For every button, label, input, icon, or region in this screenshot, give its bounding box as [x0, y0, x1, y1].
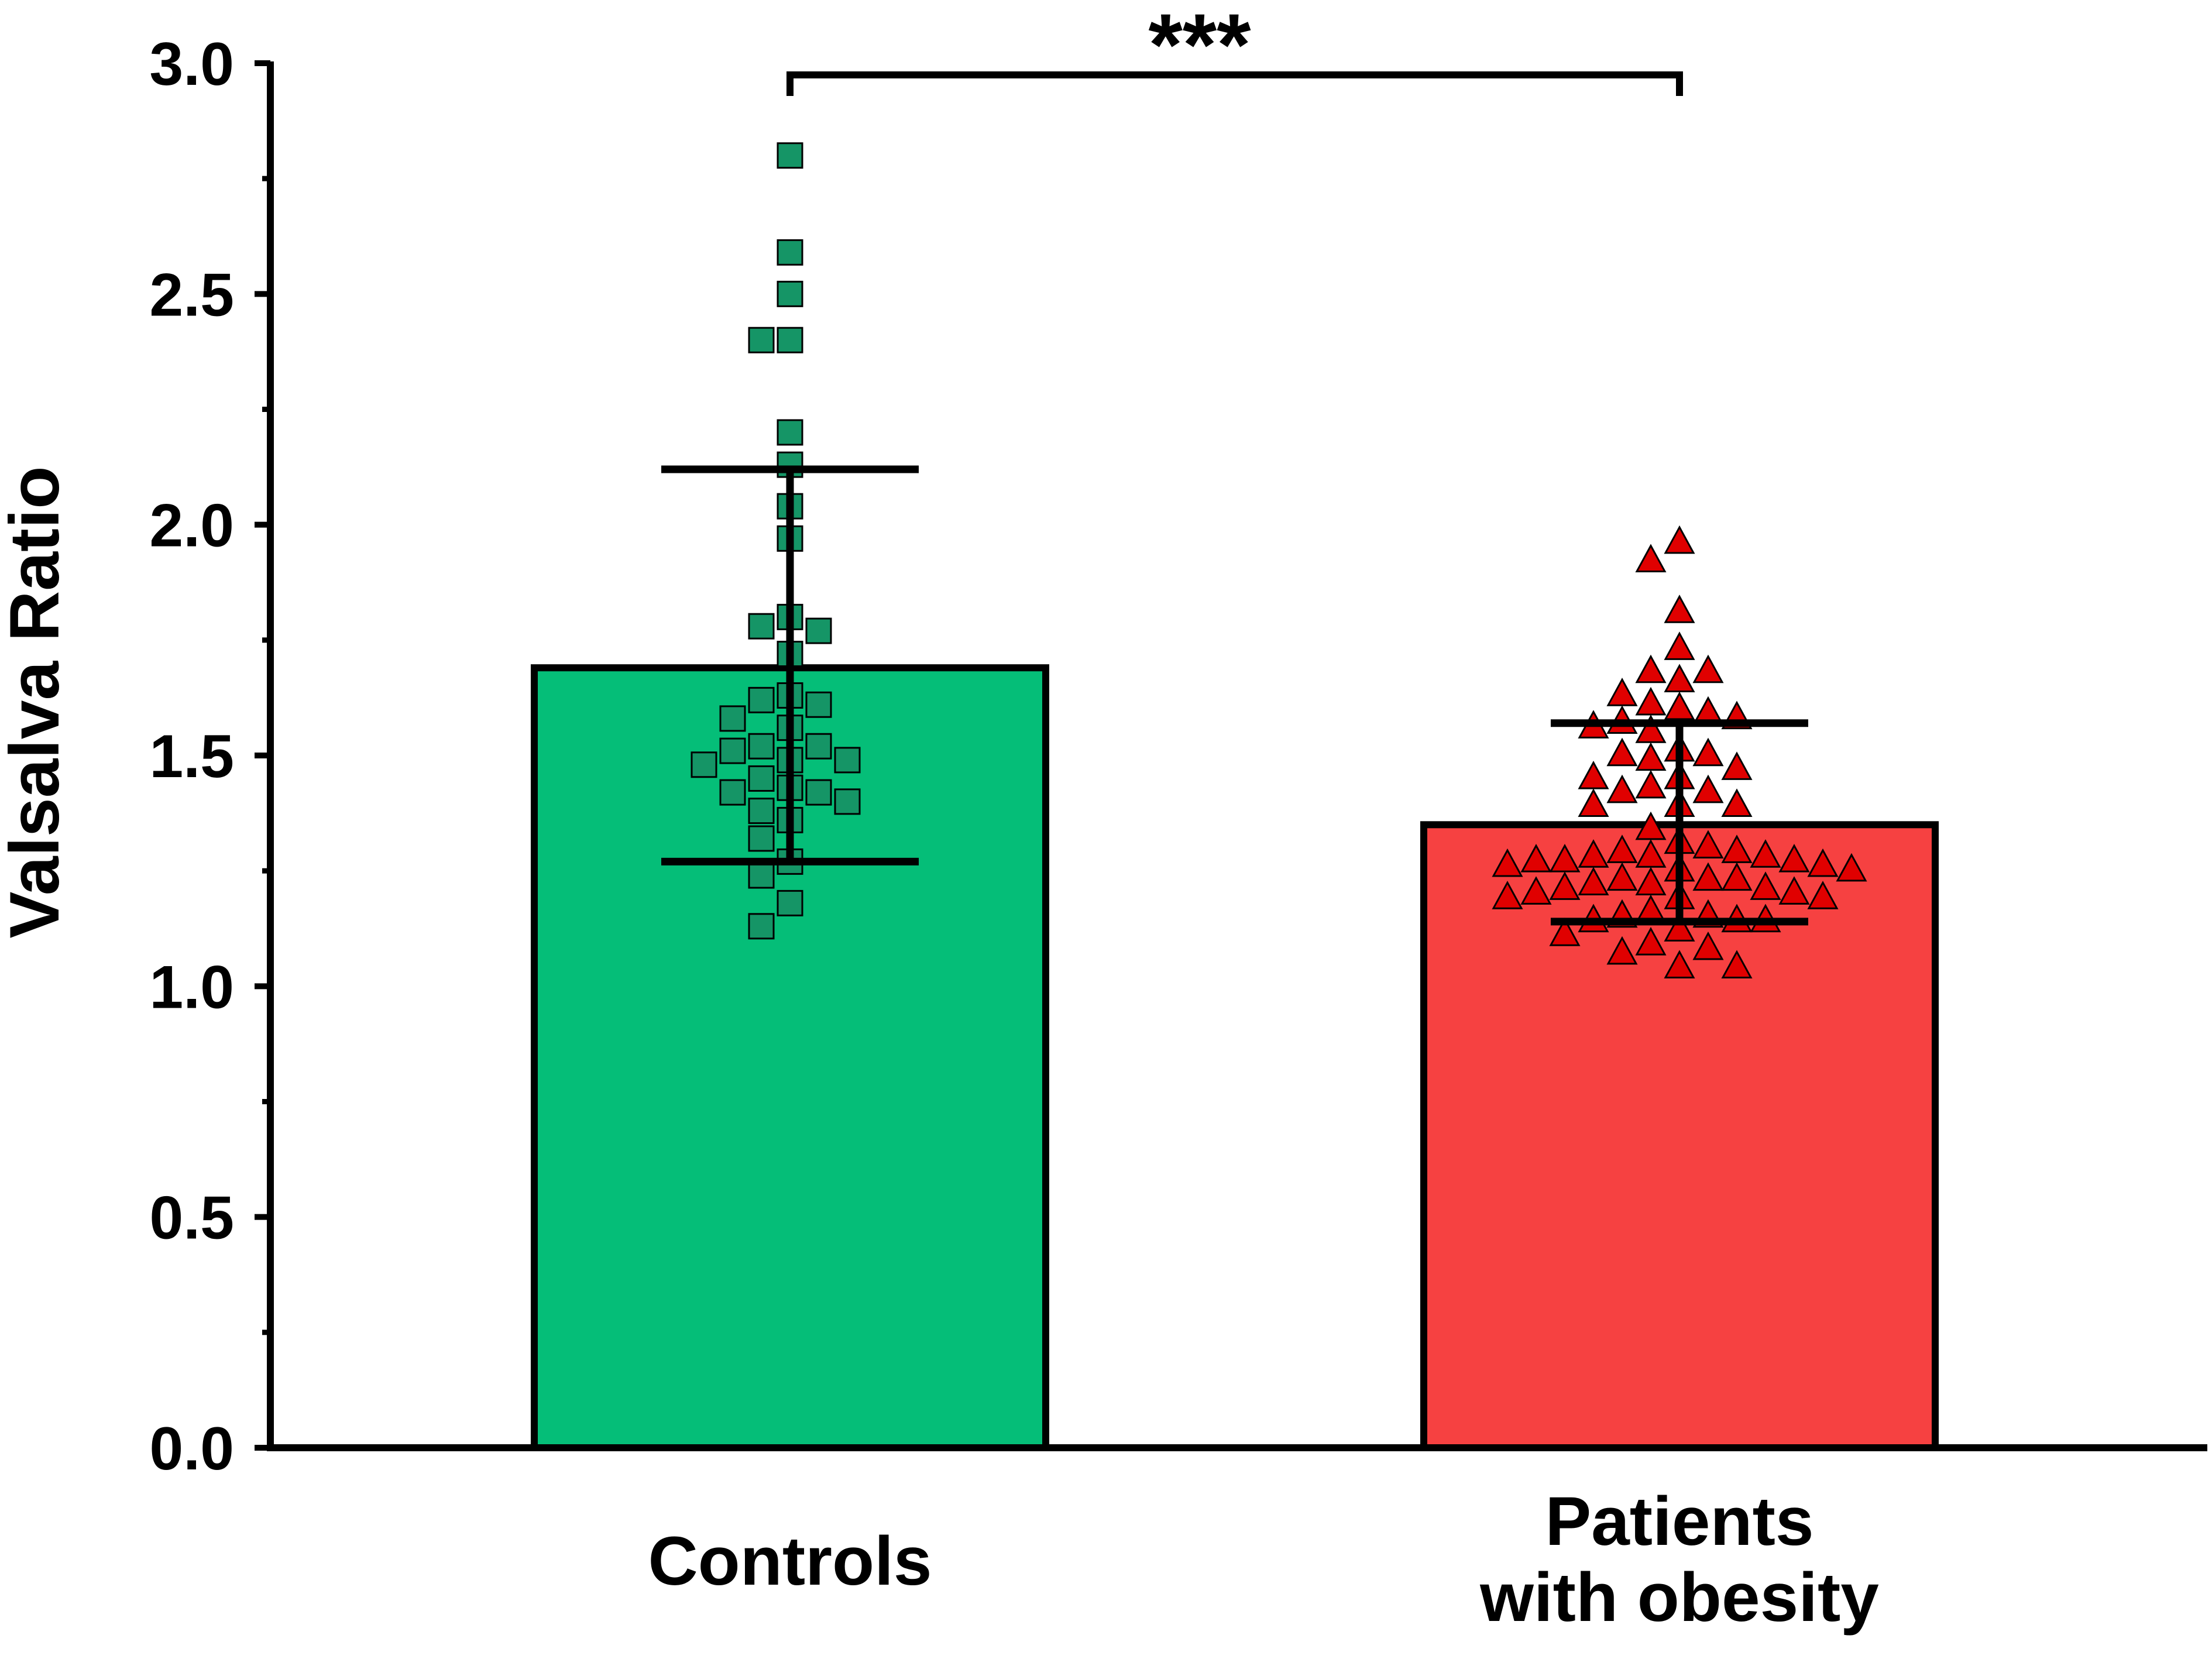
data-point-square — [777, 280, 803, 307]
data-point-triangle — [1578, 839, 1609, 868]
data-point-triangle — [1635, 926, 1667, 956]
data-point-triangle — [1635, 867, 1667, 896]
data-point-square — [777, 142, 803, 169]
data-point-triangle — [1664, 913, 1695, 942]
data-point-triangle — [1606, 936, 1638, 965]
category-label: Controls — [648, 1523, 932, 1600]
data-point-triangle — [1635, 811, 1667, 840]
data-point-square — [834, 747, 861, 774]
data-point-triangle — [1606, 834, 1638, 863]
data-point-triangle — [1635, 544, 1667, 572]
data-point-square — [777, 239, 803, 266]
data-point-triangle — [1721, 788, 1753, 817]
data-point-triangle — [1750, 839, 1781, 868]
data-point-triangle — [1520, 876, 1552, 905]
data-point-triangle — [1807, 881, 1839, 909]
data-point-triangle — [1664, 664, 1695, 693]
data-point-square — [777, 419, 803, 446]
data-point-triangle — [1635, 654, 1667, 683]
data-point-triangle — [1635, 742, 1667, 771]
data-point-triangle — [1606, 774, 1638, 803]
data-point-triangle — [1692, 737, 1724, 767]
significance-label: *** — [1148, 0, 1251, 94]
error-bars-layer — [661, 465, 1808, 926]
data-point-triangle — [1606, 862, 1638, 891]
data-point-triangle — [1635, 686, 1667, 716]
data-point-square — [805, 779, 832, 806]
y-ticks: 0.0 0.5 1.0 1.5 2.0 2.5 3.0 — [149, 30, 270, 1483]
data-point-triangle — [1549, 871, 1581, 900]
data-point-triangle — [1664, 525, 1695, 554]
data-point-triangle — [1692, 862, 1724, 891]
data-point-triangle — [1721, 950, 1753, 979]
significance-bracket: *** — [786, 0, 1683, 96]
data-point-square — [805, 691, 832, 718]
data-point-square — [777, 889, 803, 916]
data-point-triangle — [1778, 843, 1810, 873]
data-point-square — [748, 613, 775, 640]
data-point-square — [719, 779, 746, 806]
data-point-triangle — [1664, 950, 1695, 979]
data-point-triangle — [1721, 862, 1753, 891]
category-label: with obesity — [1479, 1559, 1879, 1636]
data-point-square — [805, 617, 832, 644]
data-point-triangle — [1635, 715, 1667, 743]
data-point-triangle — [1492, 881, 1523, 909]
data-point-square — [691, 751, 717, 778]
y-tick-label: 2.5 — [149, 261, 234, 329]
data-point-triangle — [1664, 691, 1695, 720]
data-point-triangle — [1549, 918, 1581, 946]
data-point-square — [748, 765, 775, 792]
y-tick-label: 2.0 — [149, 492, 234, 560]
data-point-triangle — [1578, 761, 1609, 789]
data-point-triangle — [1692, 830, 1724, 858]
data-point-triangle — [1578, 867, 1609, 896]
data-point-square — [748, 798, 775, 825]
data-point-triangle — [1807, 848, 1839, 877]
data-point-triangle — [1606, 678, 1638, 706]
data-point-square — [748, 825, 775, 852]
data-point-triangle — [1692, 774, 1724, 803]
data-point-square — [748, 327, 775, 353]
data-point-square — [719, 737, 746, 764]
data-point-triangle — [1664, 631, 1695, 660]
data-point-triangle — [1721, 834, 1753, 863]
data-point-square — [748, 862, 775, 889]
data-point-triangle — [1578, 788, 1609, 817]
data-point-triangle — [1520, 843, 1552, 873]
data-point-triangle — [1778, 876, 1810, 905]
significance-bracket-line — [786, 71, 1683, 96]
data-point-square — [748, 733, 775, 760]
y-tick-label: 1.5 — [149, 723, 234, 791]
data-point-triangle — [1692, 654, 1724, 683]
data-point-triangle — [1836, 853, 1867, 882]
category-label: Patients — [1545, 1483, 1813, 1560]
y-tick-label: 0.5 — [149, 1184, 234, 1252]
y-tick-label: 1.0 — [149, 953, 234, 1021]
data-point-triangle — [1692, 931, 1724, 960]
data-point-triangle — [1635, 770, 1667, 799]
data-point-square — [805, 733, 832, 760]
y-tick-label: 3.0 — [149, 30, 234, 98]
data-point-square — [748, 913, 775, 940]
data-point-square — [719, 705, 746, 732]
y-tick-label: 0.0 — [149, 1415, 234, 1483]
data-point-triangle — [1721, 751, 1753, 780]
data-point-square — [777, 327, 803, 353]
data-point-square — [834, 788, 861, 815]
y-axis-title: Valsalva Ratio — [0, 466, 74, 938]
data-point-triangle — [1492, 848, 1523, 877]
data-point-triangle — [1635, 839, 1667, 868]
data-point-triangle — [1549, 843, 1581, 873]
data-point-square — [748, 686, 775, 713]
data-point-triangle — [1750, 871, 1781, 900]
data-point-triangle — [1606, 737, 1638, 767]
data-point-triangle — [1664, 595, 1695, 623]
